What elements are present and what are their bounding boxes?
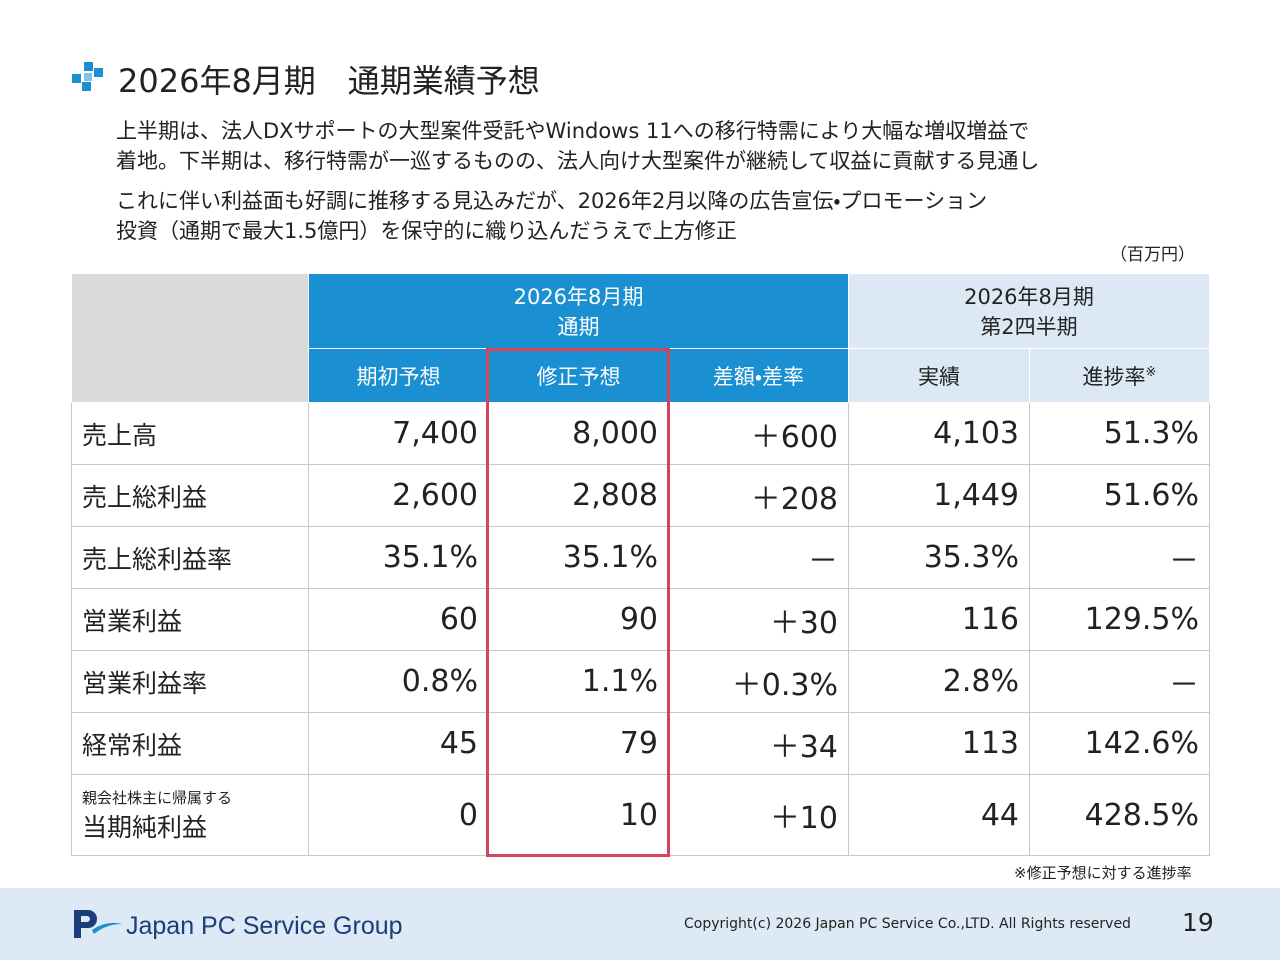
column-header: 差額・差率 [668,348,849,403]
table-cell: ＋10 [668,774,849,856]
row-label-text: 当期純利益 [82,812,208,842]
table-row: 経常利益 45 79 ＋34 113 142.6% [71,712,1210,775]
column-label: 修正予想 [536,364,621,389]
group-header: 2026年8月期 通期 [308,273,849,349]
row-label-text: 売上高 [82,420,158,450]
table-cell: 51.6% [1029,464,1210,527]
column-header: 進捗率※ [1029,348,1210,403]
text: 第2四半期 [980,315,1078,339]
note-mark: ※ [1145,364,1157,380]
column-header: 期初予想 [308,348,489,403]
table-cell: 90 [488,588,669,651]
row-label: 経常利益 [71,712,309,775]
row-label: 営業利益 [71,588,309,651]
table-cell: 0.8% [308,650,489,713]
table-cell: － [668,526,849,589]
table-row: 営業利益率 0.8% 1.1% ＋0.3% 2.8% － [71,650,1210,713]
table-cell: 113 [848,712,1030,775]
column-label: 差額・差率 [712,364,805,389]
text-line: これに伴い利益面も好調に推移する見込みだが、2026年2月以降の広告宣伝・プロモ… [116,189,988,213]
logo-mark [74,910,122,938]
brand: Japan PC Service Group [126,912,403,940]
title-icon [72,62,103,91]
table-cell: 0 [308,774,489,856]
table-cell: ＋600 [668,402,849,465]
title: 2026年8月期 通期業績予想 [118,62,540,100]
table-row: 売上総利益率 35.1% 35.1% － 35.3% － [71,526,1210,589]
footer-band [0,888,1280,960]
row-label: 親会社株主に帰属する当期純利益 [71,774,309,856]
table-cell: 51.3% [1029,402,1210,465]
paragraph: これに伴い利益面も好調に推移する見込みだが、2026年2月以降の広告宣伝・プロモ… [116,186,987,246]
table-cell: 2.8% [848,650,1030,713]
column-label: 進捗率 [1082,364,1146,389]
row-label: 売上総利益率 [71,526,309,589]
table-cell: 4,103 [848,402,1030,465]
table-cell: 2,600 [308,464,489,527]
table-cell: ＋34 [668,712,849,775]
column-label: 期初予想 [356,364,441,389]
text: 2026年8月期 [964,285,1094,309]
table-cell: 129.5% [1029,588,1210,651]
table-cell: ＋208 [668,464,849,527]
copyright: Copyright(c) 2026 Japan PC Service Co.,L… [684,916,1131,932]
table-cell: 35.3% [848,526,1030,589]
highlight-box [486,348,670,857]
table-cell: 1,449 [848,464,1030,527]
column-header: 実績 [848,348,1030,403]
group-header: 2026年8月期 第2四半期 [848,273,1210,349]
footnote: ※修正予想に対する進捗率 [1014,864,1192,882]
table-row: 売上高 7,400 8,000 ＋600 4,103 51.3% [71,402,1210,465]
table-cell: 79 [488,712,669,775]
table-row: 営業利益 60 90 ＋30 116 129.5% [71,588,1210,651]
row-label: 営業利益率 [71,650,309,713]
table-cell: 116 [848,588,1030,651]
page-number: 19 [1182,908,1214,937]
text-line: 上半期は、法人DXサポートの大型案件受託やWindows 11への移行特需により… [116,119,1030,143]
column-header: 修正予想 [488,348,669,403]
row-sublabel: 親会社株主に帰属する [82,788,233,807]
column-label: 実績 [918,364,960,389]
table-cell: 142.6% [1029,712,1210,775]
table-row: 親会社株主に帰属する 当期純利益 0 10 ＋10 44 428.5% [71,774,1210,856]
table-cell: － [1029,526,1210,589]
text: 2026年8月期 [513,285,644,309]
row-label-text: 売上総利益率 [82,544,233,574]
row-label: 売上総利益 [71,464,309,527]
table-cell: 428.5% [1029,774,1210,856]
table-cell: 45 [308,712,489,775]
text: 通期 [557,315,600,339]
text-line: 投資（通期で最大1.5億円）を保守的に織り込んだうえで上方修正 [116,219,737,243]
text-line: 着地。下半期は、移行特需が一巡するものの、法人向け大型案件が継続して収益に貢献す… [116,149,1040,173]
table-cell: 44 [848,774,1030,856]
corner-cell [71,273,309,403]
paragraph: 上半期は、法人DXサポートの大型案件受託やWindows 11への移行特需により… [116,116,1039,176]
table-cell: 35.1% [488,526,669,589]
table-cell: 60 [308,588,489,651]
table-cell: 35.1% [308,526,489,589]
row-label-text: 営業利益率 [82,668,208,698]
row-label: 売上高 [71,402,309,465]
row-label-text: 経常利益 [82,730,183,760]
table-cell: 7,400 [308,402,489,465]
table-cell: 8,000 [488,402,669,465]
table-cell: ＋30 [668,588,849,651]
unit-label: （百万円） [1110,245,1195,265]
table-cell: 2,808 [488,464,669,527]
row-label-text: 営業利益 [82,606,183,636]
row-label-text: 売上総利益 [82,482,208,512]
table-cell: － [1029,650,1210,713]
table-cell: ＋0.3% [668,650,849,713]
